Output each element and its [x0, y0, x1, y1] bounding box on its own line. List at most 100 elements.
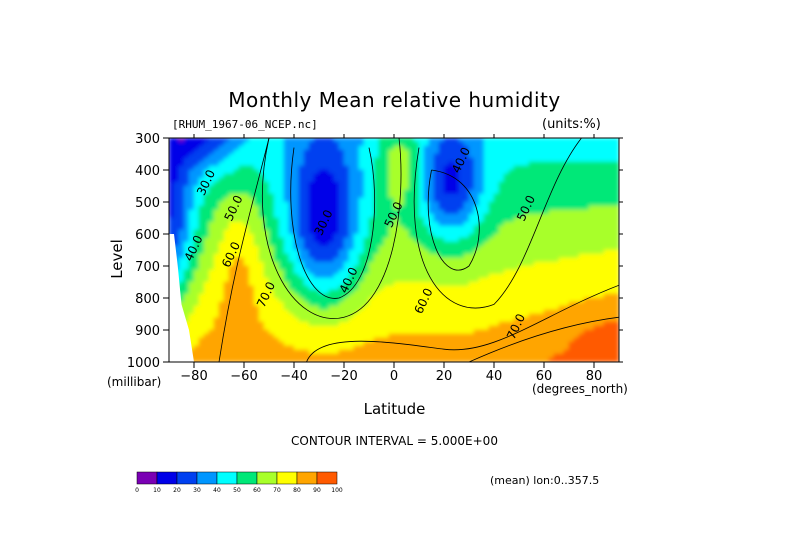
field-cell	[428, 321, 435, 327]
field-cell	[398, 317, 405, 323]
field-cell	[343, 309, 350, 315]
field-cell	[298, 185, 305, 191]
field-cell	[378, 169, 385, 175]
field-cell	[198, 225, 205, 231]
field-cell	[213, 337, 220, 343]
field-cell	[513, 165, 520, 171]
field-cell	[368, 281, 375, 287]
field-cell	[173, 153, 180, 159]
field-cell	[218, 309, 225, 315]
field-cell	[253, 141, 260, 147]
field-cell	[383, 321, 390, 327]
field-cell	[353, 138, 360, 143]
field-cell	[288, 297, 295, 303]
field-cell	[298, 309, 305, 315]
field-cell	[608, 281, 615, 287]
field-cell	[233, 213, 240, 219]
field-cell	[538, 193, 545, 199]
field-cell	[338, 333, 345, 339]
field-cell	[598, 213, 605, 219]
field-cell	[298, 341, 305, 347]
field-cell	[228, 173, 235, 179]
field-cell	[438, 265, 445, 271]
field-cell	[248, 185, 255, 191]
field-cell	[473, 317, 480, 323]
field-cell	[573, 285, 580, 291]
field-cell	[228, 269, 235, 275]
field-cell	[323, 233, 330, 239]
field-cell	[408, 157, 415, 163]
field-cell	[453, 209, 460, 215]
field-cell	[248, 257, 255, 263]
field-cell	[173, 213, 180, 219]
field-cell	[518, 269, 525, 275]
field-cell	[408, 197, 415, 203]
field-cell	[198, 297, 205, 303]
field-cell	[283, 217, 290, 223]
field-cell	[553, 349, 560, 355]
field-cell	[169, 221, 175, 227]
field-cell	[213, 317, 220, 323]
field-cell	[283, 177, 290, 183]
field-cell	[183, 217, 190, 223]
field-cell	[378, 201, 385, 207]
field-cell	[378, 317, 385, 323]
field-cell	[478, 241, 485, 247]
field-cell	[613, 289, 619, 295]
field-cell	[188, 257, 195, 263]
field-cell	[453, 297, 460, 303]
field-cell	[223, 193, 230, 199]
field-cell	[558, 149, 565, 155]
field-cell	[178, 153, 185, 159]
field-cell	[593, 169, 600, 175]
field-cell	[438, 233, 445, 239]
field-cell	[493, 261, 500, 267]
field-cell	[253, 209, 260, 215]
field-cell	[348, 197, 355, 203]
field-cell	[503, 177, 510, 183]
field-cell	[563, 297, 570, 303]
field-cell	[478, 189, 485, 195]
field-cell	[363, 193, 370, 199]
field-cell	[518, 329, 525, 335]
field-cell	[398, 321, 405, 327]
field-cell	[598, 329, 605, 335]
field-cell	[198, 145, 205, 151]
field-cell	[303, 225, 310, 231]
field-cell	[268, 153, 275, 159]
field-cell	[268, 317, 275, 323]
field-cell	[443, 197, 450, 203]
field-cell	[498, 317, 505, 323]
field-cell	[568, 141, 575, 147]
field-cell	[193, 357, 200, 362]
field-cell	[353, 161, 360, 167]
field-cell	[478, 213, 485, 219]
field-cell	[548, 265, 555, 271]
field-cell	[433, 269, 440, 275]
field-cell	[568, 201, 575, 207]
field-cell	[593, 277, 600, 283]
field-cell	[408, 273, 415, 279]
field-cell	[523, 353, 530, 359]
field-cell	[243, 138, 250, 143]
field-cell	[418, 269, 425, 275]
field-cell	[483, 317, 490, 323]
field-cell	[293, 265, 300, 271]
field-cell	[593, 138, 600, 143]
field-cell	[268, 189, 275, 195]
field-cell	[393, 245, 400, 251]
field-cell	[178, 281, 185, 287]
field-cell	[603, 253, 610, 259]
field-cell	[533, 229, 540, 235]
field-cell	[253, 253, 260, 259]
field-cell	[413, 281, 420, 287]
field-cell	[593, 289, 600, 295]
field-cell	[403, 157, 410, 163]
field-cell	[493, 161, 500, 167]
field-cell	[418, 297, 425, 303]
field-cell	[438, 145, 445, 151]
field-cell	[443, 169, 450, 175]
field-cell	[388, 153, 395, 159]
field-cell	[278, 237, 285, 243]
field-cell	[328, 317, 335, 323]
